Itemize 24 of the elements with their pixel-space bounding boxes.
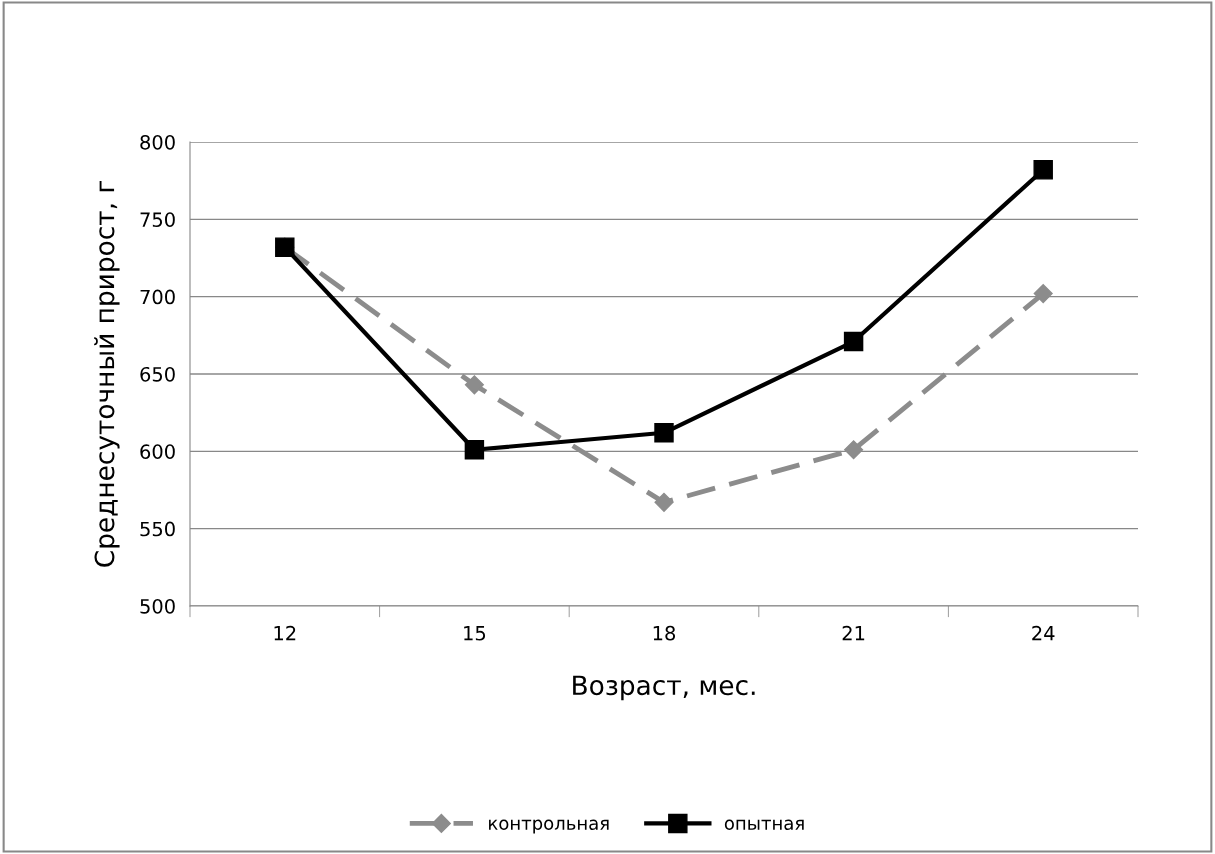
x-tick-label: 12 <box>274 625 296 641</box>
y-tick-label: 650 <box>140 366 175 382</box>
point <box>1033 160 1053 180</box>
y-axis-title: Среднесуточный прирост, г <box>94 181 120 567</box>
point <box>654 423 674 443</box>
point <box>464 440 485 460</box>
point <box>464 375 484 395</box>
y-tick-label: 750 <box>140 212 175 227</box>
y-tick-label: 800 <box>140 134 175 150</box>
y-tick-label: 700 <box>140 289 175 305</box>
x-tick-label: 18 <box>653 625 676 641</box>
y-tick-label: 600 <box>140 444 175 459</box>
point <box>1033 284 1053 304</box>
legend-label: опытная <box>724 819 804 830</box>
point <box>843 331 864 352</box>
point <box>654 492 674 512</box>
legend-label: контрольная <box>489 819 609 834</box>
point <box>844 440 864 460</box>
x-tick-label: 15 <box>464 626 486 641</box>
y-tick-label: 550 <box>140 521 175 537</box>
x-axis-title: Возраст, мес. <box>573 675 755 701</box>
x-tick-label: 21 <box>842 625 865 641</box>
y-tick-label: 500 <box>140 598 175 614</box>
x-tick-label: 24 <box>1032 625 1055 641</box>
